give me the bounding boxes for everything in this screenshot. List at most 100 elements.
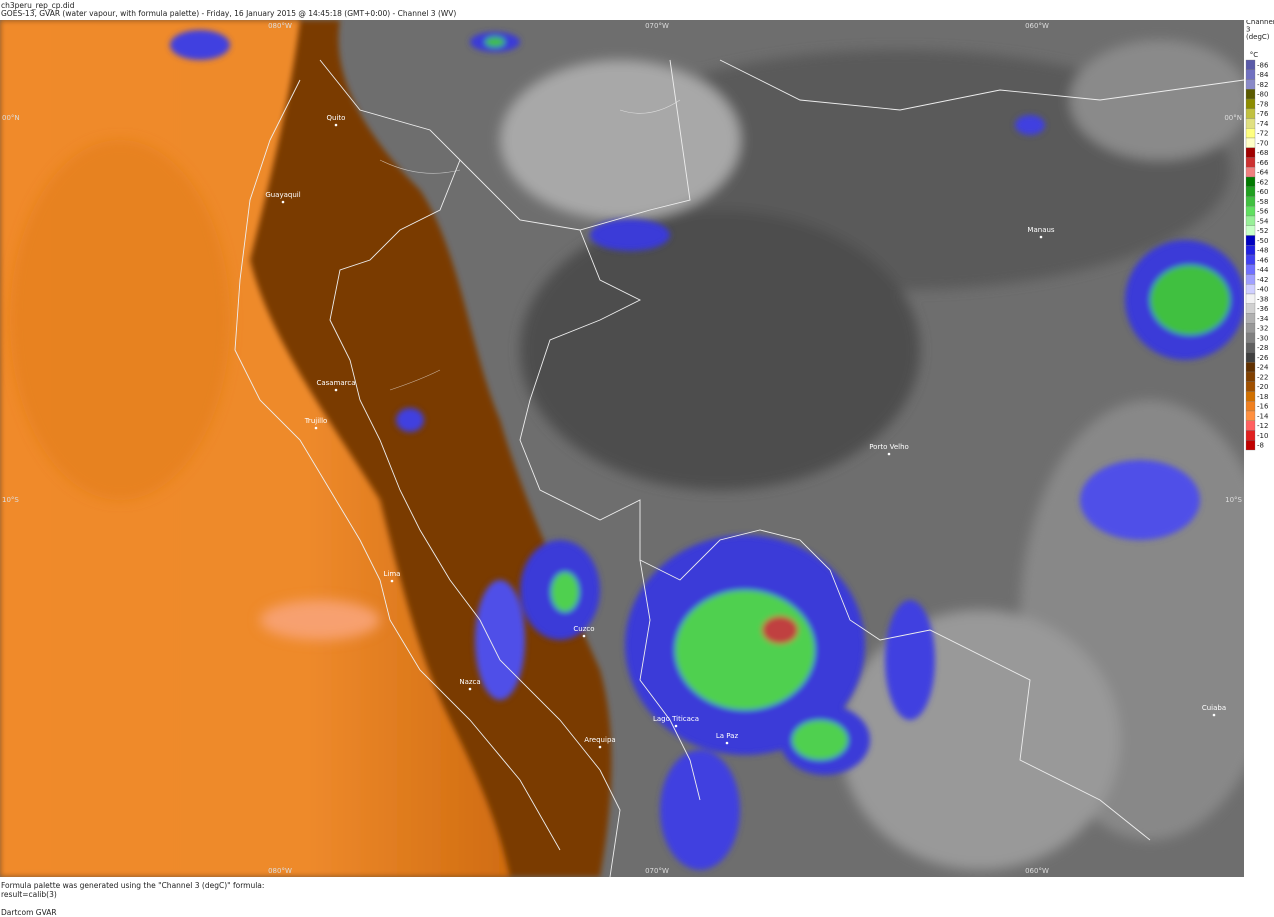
legend-swatch <box>1245 313 1256 324</box>
legend-swatch <box>1245 69 1256 80</box>
latitude-label: 00°N <box>2 114 20 122</box>
legend-swatch <box>1245 176 1256 187</box>
legend-level: -44 <box>1257 266 1269 274</box>
legend-swatch <box>1245 371 1256 382</box>
legend-swatch <box>1245 401 1256 412</box>
legend-swatch <box>1245 157 1256 168</box>
legend-swatch <box>1245 274 1256 285</box>
city-dot <box>598 745 602 749</box>
legend-swatch <box>1245 59 1256 70</box>
latitude-label: 00°N <box>1224 114 1242 122</box>
city-dot <box>887 452 891 456</box>
legend-level: -24 <box>1257 364 1269 372</box>
city-label: Nazca <box>459 678 480 686</box>
city-dot <box>468 687 472 691</box>
legend-swatch <box>1245 128 1256 139</box>
legend-level: -30 <box>1257 334 1268 342</box>
city-label: Lago Titicaca <box>653 715 699 723</box>
city-dot <box>334 388 338 392</box>
legend-swatch <box>1245 293 1256 304</box>
legend-swatch <box>1245 245 1256 256</box>
legend-swatch <box>1245 147 1256 158</box>
legend-swatch <box>1245 235 1256 246</box>
legend-level: -18 <box>1257 393 1268 401</box>
city-label: Lima <box>384 570 401 578</box>
city-label: Casamarca <box>316 379 355 387</box>
legend-swatch <box>1245 254 1256 265</box>
legend-level: -62 <box>1257 178 1268 186</box>
city-dot <box>1039 235 1043 239</box>
longitude-label: 080°W <box>268 867 292 875</box>
legend-level: -76 <box>1257 110 1269 118</box>
legend-swatch <box>1245 186 1256 197</box>
legend-level: -82 <box>1257 81 1268 89</box>
legend-swatch <box>1245 79 1256 90</box>
legend-level: -54 <box>1257 217 1269 225</box>
legend-level: -70 <box>1257 139 1268 147</box>
city-dot <box>1212 713 1216 717</box>
city-dot <box>334 123 338 127</box>
legend-level: -78 <box>1257 100 1268 108</box>
legend-swatch <box>1245 332 1256 343</box>
legend-swatch <box>1245 167 1256 178</box>
legend-level: -40 <box>1257 286 1268 294</box>
legend-swatch <box>1245 352 1256 363</box>
legend-level: -38 <box>1257 295 1268 303</box>
legend-level: -20 <box>1257 383 1268 391</box>
satellite-map: 080°W 080°W 070°W 070°W 060°W 060°W 00°N 00°N 10… <box>0 20 1244 877</box>
legend-swatch <box>1245 391 1256 402</box>
legend-level: -26 <box>1257 354 1269 362</box>
city-label: Arequipa <box>584 736 615 744</box>
city-dot <box>674 724 678 728</box>
city-dot <box>314 426 318 430</box>
legend-swatch <box>1245 430 1256 441</box>
legend-level: -14 <box>1257 412 1269 420</box>
legend-swatch <box>1245 303 1256 314</box>
legend-level: -56 <box>1257 208 1269 216</box>
longitude-label: 060°W <box>1025 867 1049 875</box>
latitude-label: 10°S <box>1225 496 1242 504</box>
image-description: GOES-13, GVAR (water vapour, with formul… <box>1 9 457 18</box>
city-label: La Paz <box>716 732 739 740</box>
legend-level: -10 <box>1257 432 1268 440</box>
legend-level: -64 <box>1257 169 1269 177</box>
city-dot <box>582 634 586 638</box>
legend-swatch <box>1245 284 1256 295</box>
footer-formula: result=calib(3) <box>1 890 57 899</box>
legend-level: -42 <box>1257 276 1268 284</box>
legend-swatch <box>1245 342 1256 353</box>
longitude-label: 080°W <box>268 22 292 30</box>
city-label: Trujillo <box>304 417 328 425</box>
legend-level: -52 <box>1257 227 1268 235</box>
legend-swatch <box>1245 196 1256 207</box>
city-dot <box>281 200 285 204</box>
legend-swatch <box>1245 323 1256 334</box>
legend-level: -86 <box>1257 61 1269 69</box>
legend-swatch <box>1245 215 1256 226</box>
legend-level: -16 <box>1257 403 1269 411</box>
legend-level: -46 <box>1257 256 1269 264</box>
legend-level: -58 <box>1257 198 1268 206</box>
legend-swatch <box>1245 137 1256 148</box>
legend-unit: °C <box>1250 51 1259 59</box>
legend-swatch <box>1245 206 1256 217</box>
legend-level: -22 <box>1257 373 1268 381</box>
borders <box>234 59 1244 877</box>
legend-level: -60 <box>1257 188 1268 196</box>
legend-level: -72 <box>1257 130 1268 138</box>
footer-credit: Dartcom GVAR <box>1 908 57 917</box>
legend-level: -50 <box>1257 237 1268 245</box>
legend-level: -32 <box>1257 325 1268 333</box>
palette-legend: °C Channel 3 (degC) -86 -84 -82 -80-78 -76 -74 -7… <box>1245 20 1274 451</box>
legend-level: -8 <box>1257 442 1264 450</box>
legend-swatch <box>1245 225 1256 236</box>
legend-swatch <box>1245 108 1256 119</box>
city-label: Quito <box>327 114 346 122</box>
file-name: ch3peru_rep_cp.did <box>1 1 75 10</box>
legend-swatch <box>1245 89 1256 100</box>
legend-level: -48 <box>1257 247 1268 255</box>
city-label: Guayaquil <box>265 191 300 199</box>
city-label: Cuiaba <box>1202 704 1226 712</box>
city-label: Manaus <box>1027 226 1054 234</box>
